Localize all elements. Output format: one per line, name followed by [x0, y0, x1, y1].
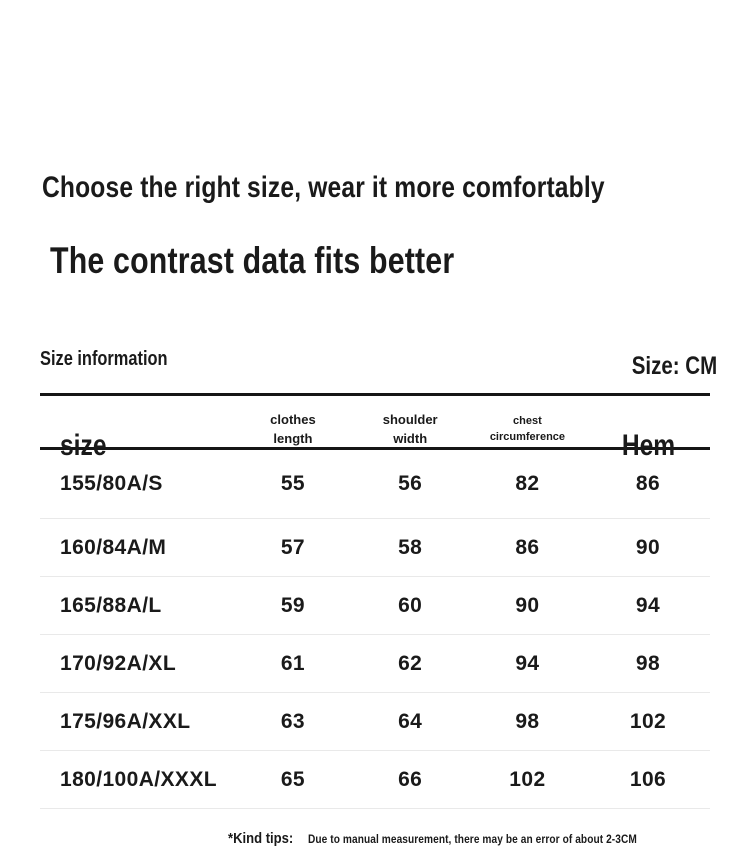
- size-cell: 175/96A/XXL: [60, 709, 191, 733]
- clothes-length-cell: 57: [280, 535, 305, 559]
- clothes-length-cell: 63: [280, 709, 305, 733]
- headline-choose-size: Choose the right size, wear it more comf…: [42, 171, 728, 205]
- hem-cell: 106: [629, 767, 667, 791]
- clothes-length-cell: 65: [280, 767, 305, 791]
- size-cell: 170/92A/XL: [60, 651, 177, 675]
- table-row: 180/100A/XXXL 65 66 102 106: [40, 751, 710, 809]
- column-header-size: size: [60, 429, 107, 462]
- chest-circumference-cell: 86: [515, 535, 540, 559]
- hem-cell: 102: [629, 709, 667, 733]
- table-row: 160/84A/M 57 58 86 90: [40, 519, 710, 577]
- table-row: 175/96A/XXL 63 64 98 102: [40, 693, 710, 751]
- kind-tips-label: *Kind tips:: [228, 831, 294, 847]
- headline-choose-size-text: Choose the right size, wear it more comf…: [42, 171, 605, 204]
- chest-circumference-cell: 102: [509, 767, 546, 791]
- shoulder-width-cell: 62: [398, 651, 423, 675]
- table-row: 170/92A/XL 61 62 94 98: [40, 635, 710, 693]
- column-header-chest-circumference: chest circumference: [489, 414, 566, 444]
- size-information-label: Size information: [40, 348, 168, 370]
- table-row: 155/80A/S 55 56 82 86: [40, 450, 710, 519]
- headline-contrast-data: The contrast data fits better: [50, 240, 543, 282]
- column-header-shoulder-width: shoulder width: [382, 411, 438, 447]
- shoulder-width-cell: 56: [398, 472, 423, 495]
- chest-circumference-cell: 90: [515, 593, 540, 617]
- chest-circumference-cell: 98: [515, 709, 540, 733]
- chest-circumference-cell: 94: [515, 651, 540, 675]
- shoulder-width-cell: 66: [398, 767, 423, 791]
- hem-cell: 90: [635, 535, 661, 559]
- chest-circumference-cell: 82: [515, 472, 540, 495]
- hem-cell: 94: [635, 593, 661, 617]
- size-table-header-row: size clothes length shoulder width chest…: [40, 393, 710, 462]
- shoulder-width-cell: 64: [398, 709, 423, 733]
- clothes-length-cell: 55: [280, 472, 305, 495]
- kind-tips-note: *Kind tips: Due to manual measurement, t…: [228, 831, 681, 847]
- table-row: 165/88A/L 59 60 90 94: [40, 577, 710, 635]
- size-cell: 165/88A/L: [60, 593, 162, 617]
- kind-tips-text: Due to manual measurement, there may be …: [307, 834, 637, 846]
- column-header-hem: Hem: [621, 429, 675, 462]
- shoulder-width-cell: 58: [398, 535, 423, 559]
- clothes-length-cell: 61: [280, 651, 305, 675]
- column-header-clothes-length: clothes length: [270, 411, 316, 447]
- hem-cell: 98: [635, 651, 661, 675]
- size-cell: 155/80A/S: [60, 472, 163, 495]
- size-cell: 180/100A/XXXL: [60, 767, 217, 791]
- size-unit-label: Size: CM: [631, 352, 717, 380]
- shoulder-width-cell: 60: [398, 593, 423, 617]
- hem-cell: 86: [635, 472, 661, 495]
- size-table: size clothes length shoulder width chest…: [40, 393, 710, 809]
- clothes-length-cell: 59: [280, 593, 305, 617]
- size-cell: 160/84A/M: [60, 535, 167, 559]
- headline-contrast-data-text: The contrast data fits better: [50, 240, 455, 281]
